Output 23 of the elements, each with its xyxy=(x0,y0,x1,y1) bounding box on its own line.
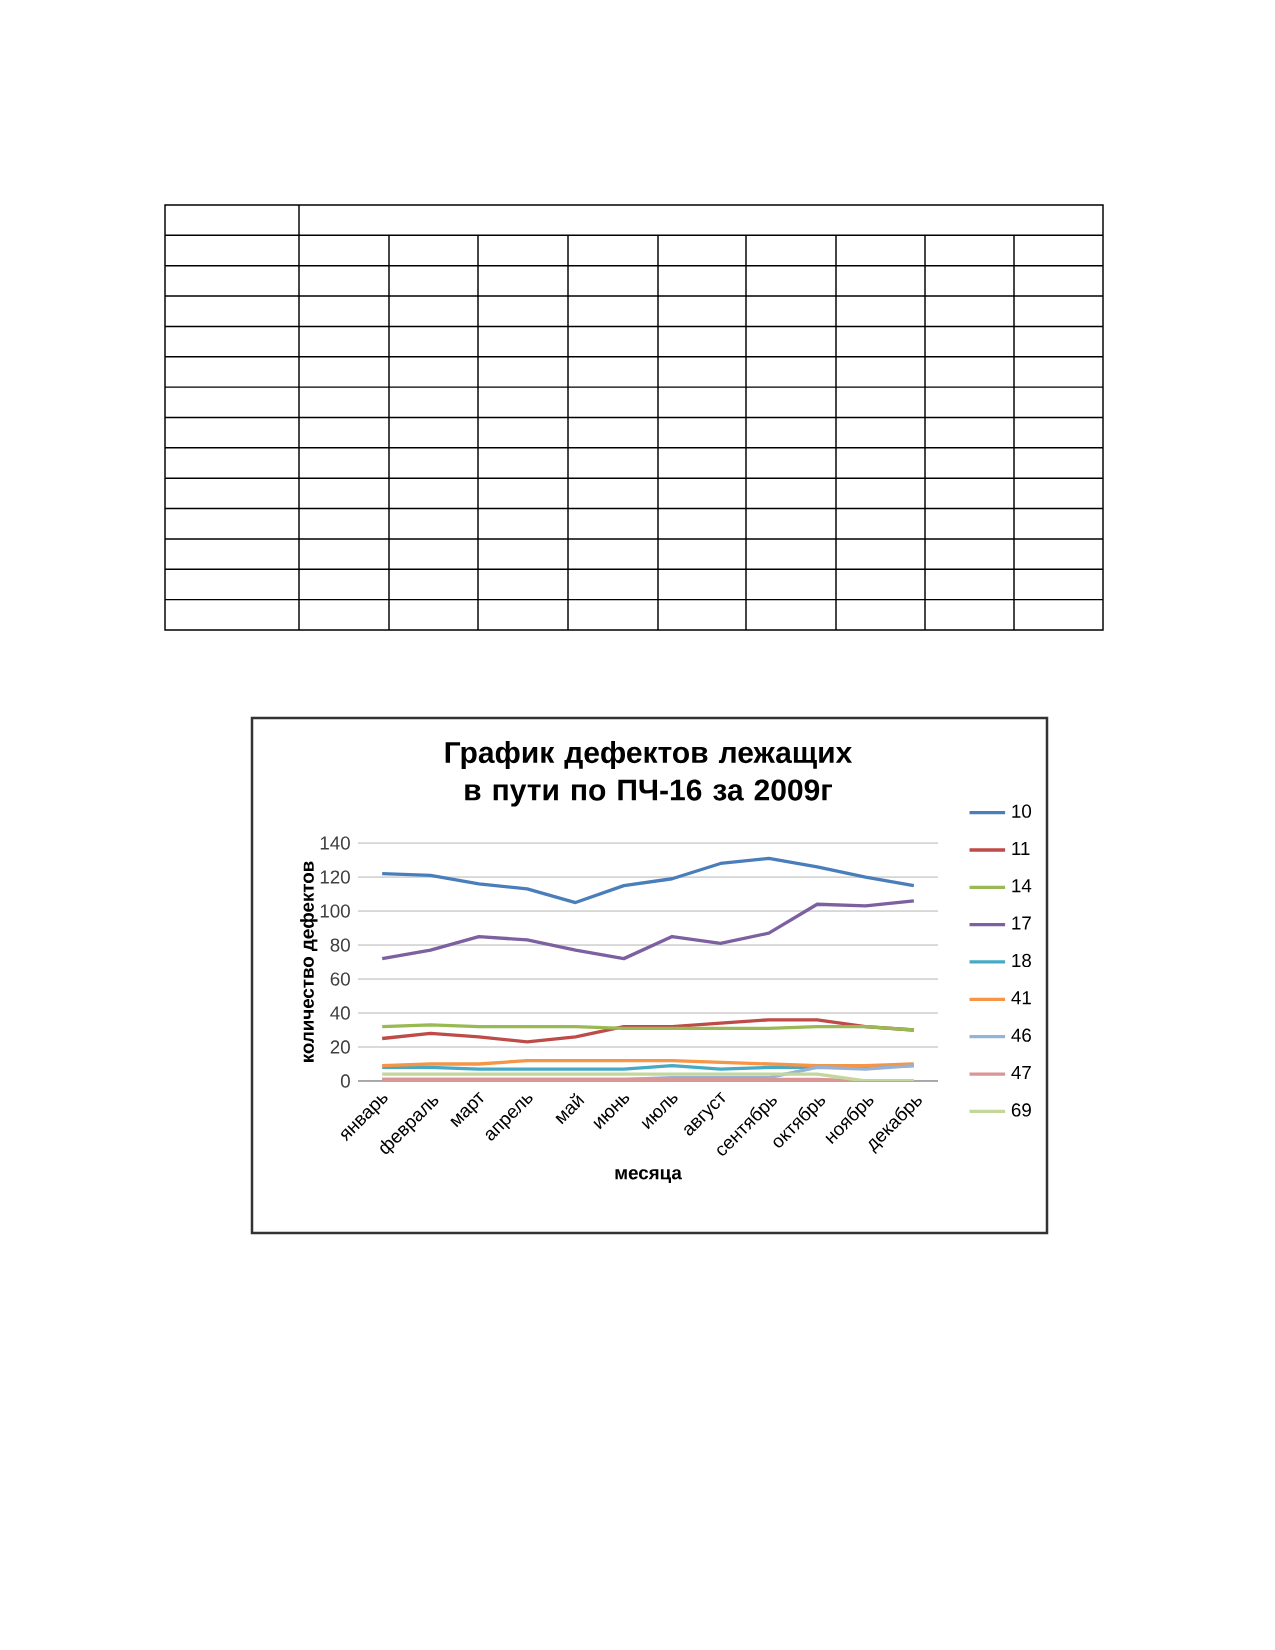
y-tick-label: 100 xyxy=(320,904,350,918)
legend-label: 46 xyxy=(1011,1028,1031,1042)
legend-label: 10 xyxy=(1012,804,1032,818)
legend-label: 17 xyxy=(1012,916,1031,930)
legend-label: 14 xyxy=(1012,879,1032,893)
y-tick-label: 0 xyxy=(340,1074,350,1088)
legend-label: 47 xyxy=(1011,1066,1031,1079)
legend-label: 41 xyxy=(1011,991,1031,1005)
y-tick-label: 40 xyxy=(330,1006,350,1020)
y-tick-label: 80 xyxy=(330,938,350,952)
y-tick-label: 20 xyxy=(330,1040,350,1054)
line-series xyxy=(380,856,916,905)
y-tick-label: 140 xyxy=(320,836,350,850)
legend-label: 11 xyxy=(1012,842,1030,855)
legend-label: 18 xyxy=(1012,953,1031,968)
y-axis-title: количество дефектов xyxy=(300,861,318,1062)
x-tick-label: май xyxy=(555,1092,585,1125)
x-axis-title: месяца xyxy=(615,1169,682,1183)
y-tick-label: 120 xyxy=(320,870,350,884)
chart-title: График дефектов лежащих в пути по ПЧ-16 за 2009г xyxy=(445,741,853,807)
line-series xyxy=(380,899,916,961)
legend-label: 69 xyxy=(1011,1103,1031,1117)
y-tick-label: 60 xyxy=(330,972,350,986)
